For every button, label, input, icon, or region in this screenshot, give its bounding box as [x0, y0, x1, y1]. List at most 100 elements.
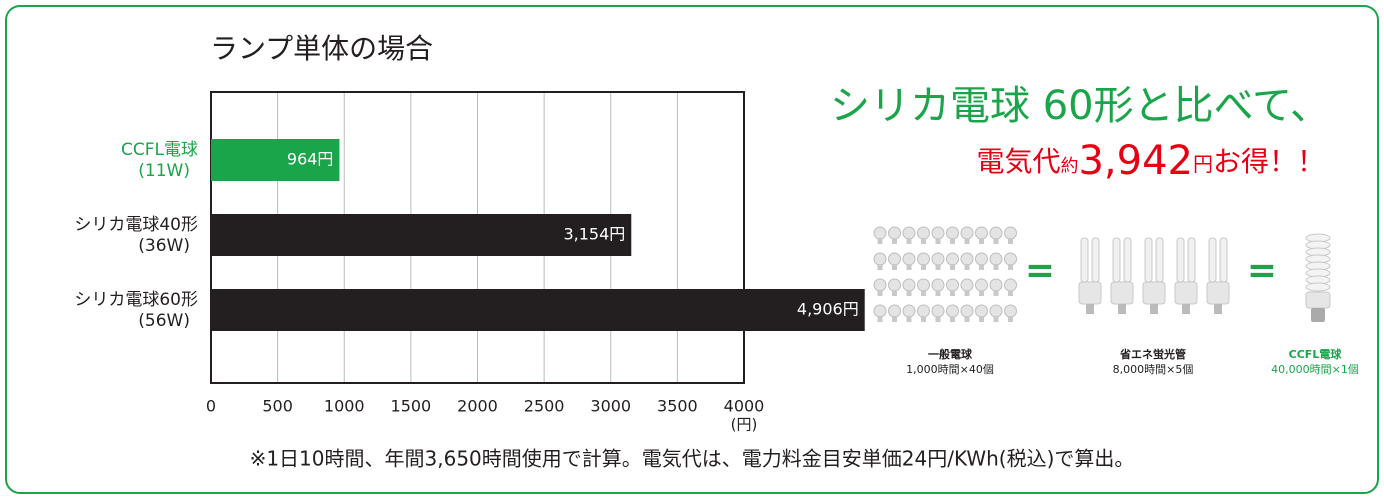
- category-label: シリカ電球40形: [74, 215, 198, 235]
- bulb-icon: [947, 305, 959, 317]
- bulb-base: [965, 264, 970, 270]
- headline-line2: 電気代約3,942円お得！！: [976, 138, 1325, 184]
- category-label: シリカ電球60形: [74, 290, 198, 310]
- tube-right: [1092, 238, 1099, 282]
- bulb-base: [979, 290, 984, 296]
- bulb-base: [921, 316, 926, 322]
- tube-right: [1156, 238, 1163, 282]
- bulb-base: [936, 316, 941, 322]
- bulb-icon: [961, 253, 973, 265]
- bulb-base: [907, 290, 912, 296]
- bulb-base: [979, 264, 984, 270]
- bulb-icon: [874, 305, 886, 317]
- item-detail: 40,000時間×1個: [1271, 363, 1359, 376]
- bulb-icon: [903, 253, 915, 265]
- bulb-base: [878, 264, 883, 270]
- x-tick-label: 4000: [724, 397, 765, 416]
- bulb-base: [907, 238, 912, 244]
- tube-cap: [1214, 304, 1222, 314]
- bulb-icon: [1005, 279, 1017, 291]
- bulb-base: [892, 238, 897, 244]
- bulb-icon: [874, 279, 886, 291]
- bulb-icon: [903, 279, 915, 291]
- spiral-cap: [1311, 308, 1325, 322]
- item-detail: 8,000時間×5個: [1113, 363, 1194, 376]
- bulb-icon: [889, 279, 901, 291]
- bulb-icon: [976, 305, 988, 317]
- bulb-base: [965, 290, 970, 296]
- bulb-icon: [990, 227, 1002, 239]
- bulb-icon: [874, 227, 886, 239]
- tube-cap: [1086, 304, 1094, 314]
- bulb-icon: [903, 305, 915, 317]
- bulb-base: [936, 238, 941, 244]
- headline-part: 円: [1193, 152, 1213, 176]
- headline-part: 3,942: [1078, 138, 1193, 184]
- x-tick-label: 3500: [657, 397, 698, 416]
- bulb-base: [892, 316, 897, 322]
- x-tick-label: 2000: [457, 397, 498, 416]
- value-label: 4,906円: [797, 300, 859, 319]
- bulb-icon: [889, 253, 901, 265]
- bulb-base: [965, 238, 970, 244]
- bulb-icon: [874, 253, 886, 265]
- tube-base: [1207, 282, 1229, 304]
- equals-sign: =: [1247, 250, 1277, 291]
- bulb-base: [892, 290, 897, 296]
- x-tick-label: 1500: [391, 397, 432, 416]
- tube-base: [1111, 282, 1133, 304]
- bulb-icon: [918, 253, 930, 265]
- tube-cap: [1182, 304, 1190, 314]
- bulb-icon: [947, 279, 959, 291]
- bulb-icon: [932, 227, 944, 239]
- tube-base: [1079, 282, 1101, 304]
- bulb-base: [907, 316, 912, 322]
- tube-left: [1081, 238, 1088, 282]
- item-name: 省エネ蛍光管: [1119, 347, 1186, 361]
- bulb-base: [878, 238, 883, 244]
- bulb-base: [936, 264, 941, 270]
- bulb-base: [950, 238, 955, 244]
- tube-right: [1124, 238, 1131, 282]
- value-label: 964円: [287, 150, 334, 169]
- headline-part: お得！！: [1213, 145, 1325, 178]
- bulb-icon: [961, 227, 973, 239]
- headline-part: 電気代: [976, 145, 1060, 178]
- tube-left: [1145, 238, 1152, 282]
- category-note: (11W): [138, 161, 190, 181]
- category-label: CCFL電球: [121, 140, 198, 160]
- item-detail: 1,000時間×40個: [906, 363, 994, 376]
- chart-title: ランプ単体の場合: [210, 32, 433, 65]
- bulb-base: [994, 316, 999, 322]
- tube-cap: [1150, 304, 1158, 314]
- bulb-icon: [990, 305, 1002, 317]
- bulb-icon: [932, 253, 944, 265]
- page: {"chart_data": {"type": "bar", "orientat…: [0, 0, 1384, 499]
- footnote: ※1日10時間、年間3,650時間使用で計算。電気代は、電力料金目安単価24円/…: [250, 447, 1135, 471]
- tube-left: [1209, 238, 1216, 282]
- bulb-base: [936, 290, 941, 296]
- bulb-icon: [947, 253, 959, 265]
- bulb-icon: [961, 305, 973, 317]
- bulb-icon: [1005, 253, 1017, 265]
- x-tick-label: 500: [262, 397, 293, 416]
- bulb-base: [921, 238, 926, 244]
- x-tick-label: 0: [206, 397, 216, 416]
- x-unit: (円): [731, 416, 758, 434]
- value-label: 3,154円: [563, 225, 625, 244]
- spiral-coil: [1306, 283, 1330, 291]
- bar: [211, 289, 865, 331]
- bulb-icon: [990, 253, 1002, 265]
- bulb-icon: [889, 305, 901, 317]
- headline-part: 約: [1060, 156, 1078, 177]
- bulb-base: [921, 290, 926, 296]
- bulb-base: [892, 264, 897, 270]
- bulb-icon: [889, 227, 901, 239]
- bulb-icon: [976, 279, 988, 291]
- tube-base: [1175, 282, 1197, 304]
- tube-left: [1113, 238, 1120, 282]
- bulb-icon: [918, 305, 930, 317]
- bulb-icon: [1005, 227, 1017, 239]
- bulb-base: [950, 290, 955, 296]
- bulb-icon: [990, 279, 1002, 291]
